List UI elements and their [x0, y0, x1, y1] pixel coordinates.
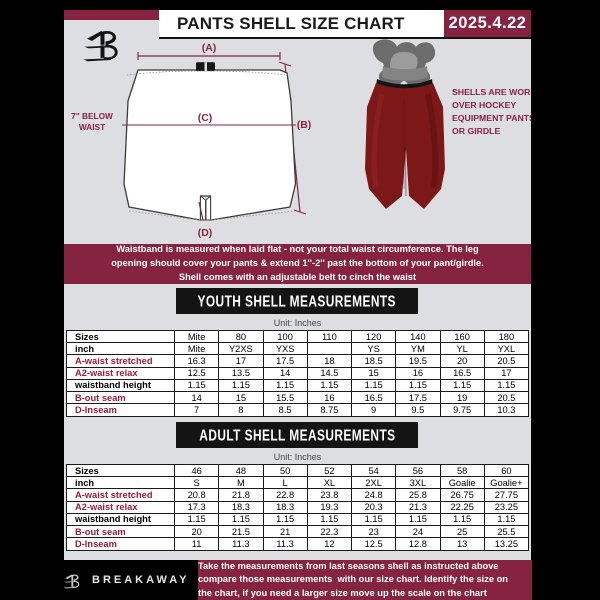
svg-text:(A): (A): [202, 42, 217, 54]
svg-text:EQUIPMENT PANTS: EQUIPMENT PANTS: [452, 113, 531, 123]
svg-text:SHELLS ARE WORN: SHELLS ARE WORN: [452, 87, 531, 97]
svg-text:(C): (C): [198, 112, 213, 124]
svg-text:7'' BELOW: 7'' BELOW: [71, 111, 113, 121]
svg-text:WAIST: WAIST: [79, 122, 105, 132]
svg-text:OVER HOCKEY: OVER HOCKEY: [452, 100, 516, 110]
svg-text:(D): (D): [198, 227, 213, 239]
svg-text:OR GIRDLE: OR GIRDLE: [452, 126, 500, 136]
svg-text:(B): (B): [297, 119, 312, 131]
